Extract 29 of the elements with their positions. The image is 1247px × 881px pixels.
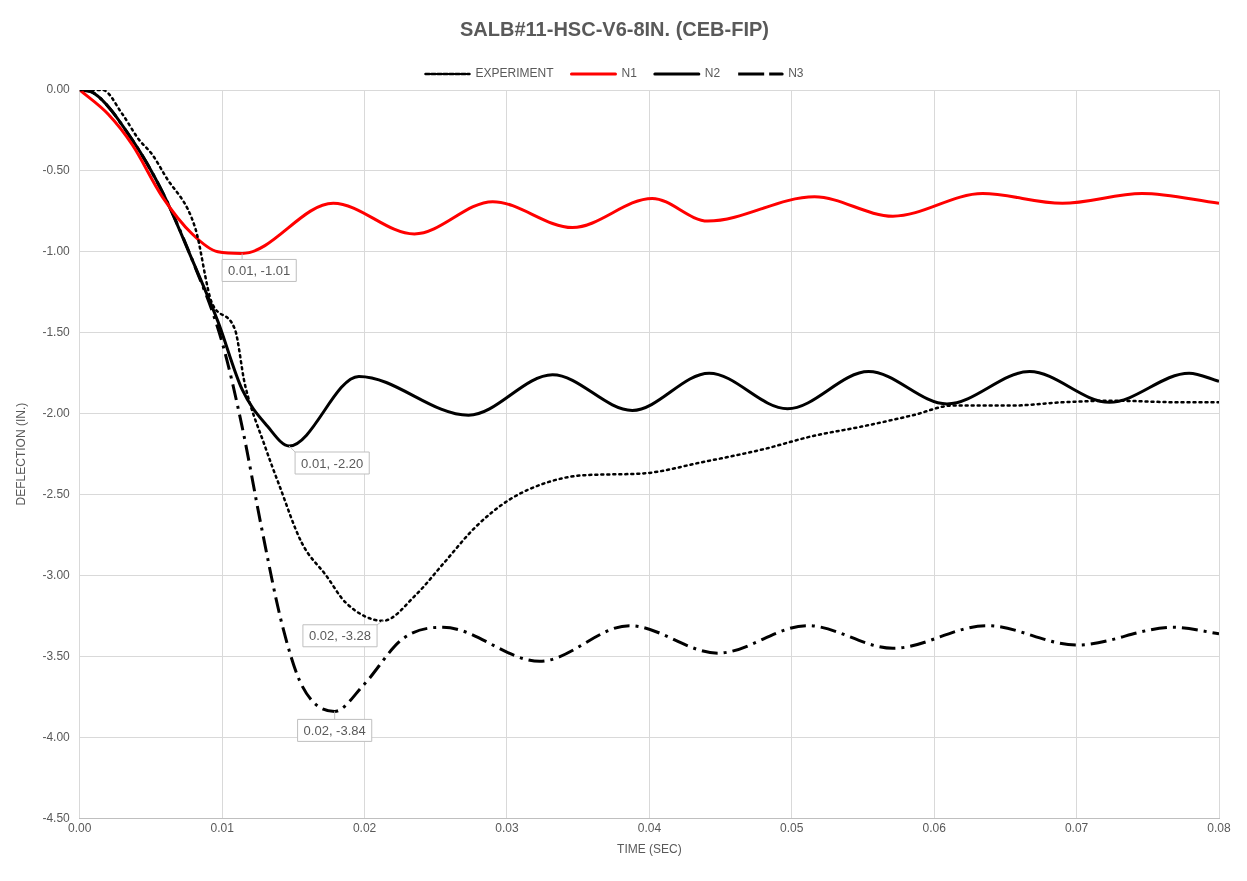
x-tick-label: 0.05 — [780, 820, 804, 835]
legend-label: N3 — [788, 66, 804, 81]
annotation: 0.02, -3.84 — [303, 722, 366, 738]
x-tick-label: 0.00 — [68, 820, 92, 835]
chart-title: SALB#11-HSC-V6-8IN. (CEB-FIP) — [460, 17, 769, 40]
y-tick-label: 0.00 — [46, 82, 71, 97]
legend-label: N1 — [621, 66, 638, 81]
x-axis-title: TIME (SEC) — [617, 842, 682, 857]
y-tick-label: -3.50 — [42, 648, 71, 663]
x-tick-label: 0.01 — [210, 820, 235, 835]
x-tick-label: 0.07 — [1064, 820, 1089, 835]
x-tick-label: 0.03 — [495, 820, 519, 835]
x-tick-label: 0.08 — [1207, 820, 1231, 835]
y-tick-label: -2.00 — [42, 405, 71, 420]
legend-label: EXPERIMENT — [475, 66, 555, 81]
annotation: 0.02, -3.28 — [308, 628, 372, 644]
x-tick-label: 0.02 — [352, 820, 377, 835]
y-tick-label: -3.00 — [42, 567, 71, 582]
y-tick-label: -1.50 — [42, 325, 71, 340]
annotation: 0.01, -2.20 — [301, 455, 364, 471]
y-tick-label: -0.50 — [42, 163, 71, 178]
x-tick-label: 0.06 — [922, 820, 947, 835]
legend-label: N2 — [704, 66, 721, 81]
x-tick-label: 0.04 — [637, 820, 662, 835]
y-tick-label: -4.00 — [42, 729, 71, 744]
y-tick-label: -2.50 — [42, 486, 71, 501]
annotation: 0.01, -1.01 — [228, 263, 291, 279]
y-axis-title: DEFLECTION (IN.) — [13, 402, 28, 506]
y-tick-label: -1.00 — [42, 244, 71, 259]
